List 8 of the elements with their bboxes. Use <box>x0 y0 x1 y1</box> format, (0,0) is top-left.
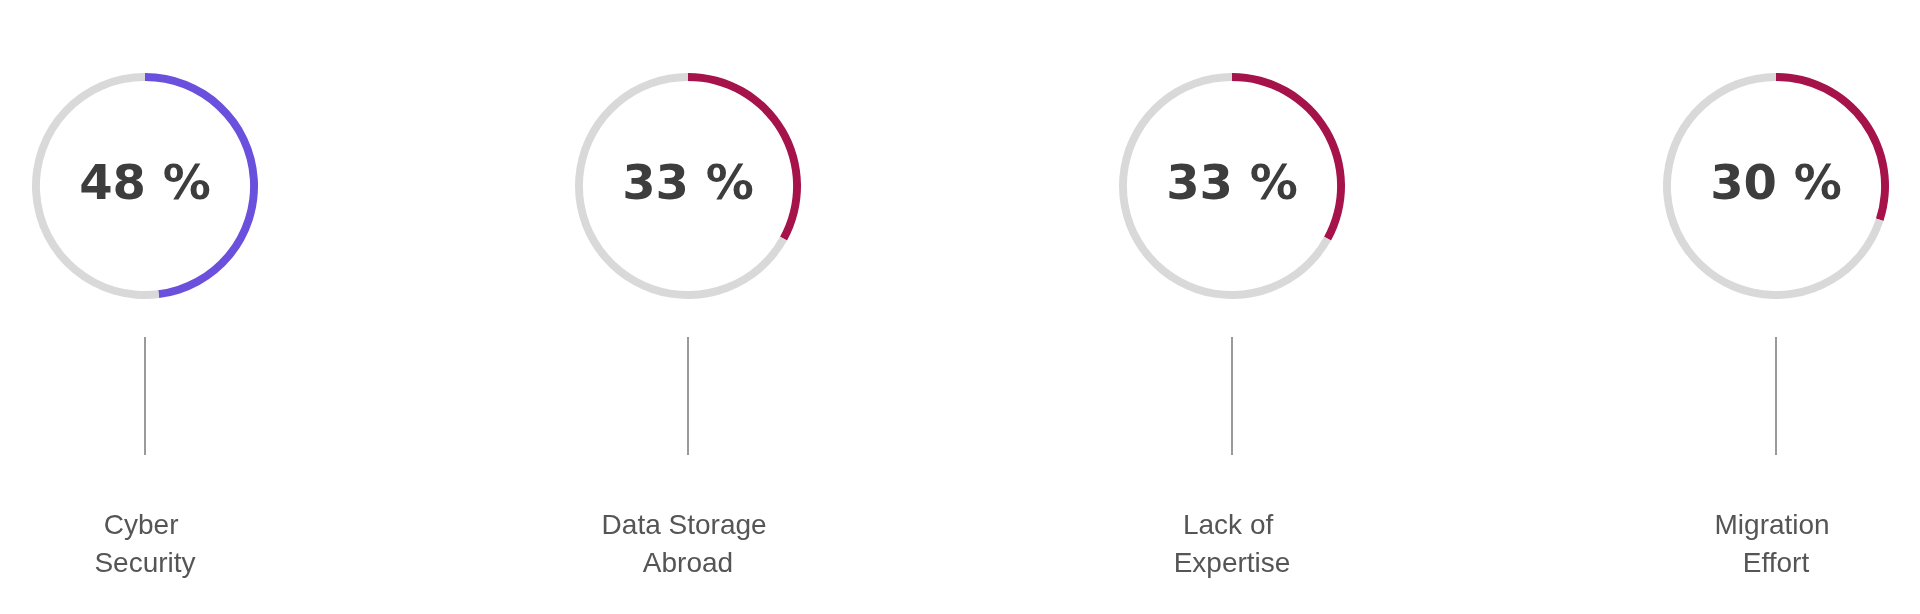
text: 33 % <box>622 154 754 210</box>
text: Migration Effort <box>1714 508 1838 578</box>
text: Cyber Security <box>94 508 196 578</box>
text: Lack of Expertise <box>1173 508 1291 578</box>
text: 30 % <box>1710 154 1842 210</box>
text: 48 % <box>79 154 211 210</box>
text: 33 % <box>1166 154 1298 210</box>
text: Data Storage Abroad <box>601 508 775 578</box>
